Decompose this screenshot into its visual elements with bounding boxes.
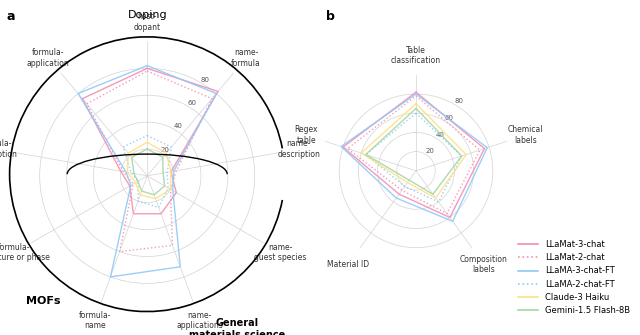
- Legend: LLaMat-3-chat, LLaMat-2-chat, LLaMA-3-chat-FT, LLaMA-2-chat-FT, Claude-3 Haiku, : LLaMat-3-chat, LLaMat-2-chat, LLaMA-3-ch…: [515, 237, 634, 318]
- Text: a: a: [6, 10, 15, 23]
- Text: MOFs: MOFs: [26, 296, 60, 307]
- Text: General
materials science: General materials science: [189, 318, 285, 335]
- Text: b: b: [326, 10, 335, 23]
- Text: Doping: Doping: [127, 10, 167, 20]
